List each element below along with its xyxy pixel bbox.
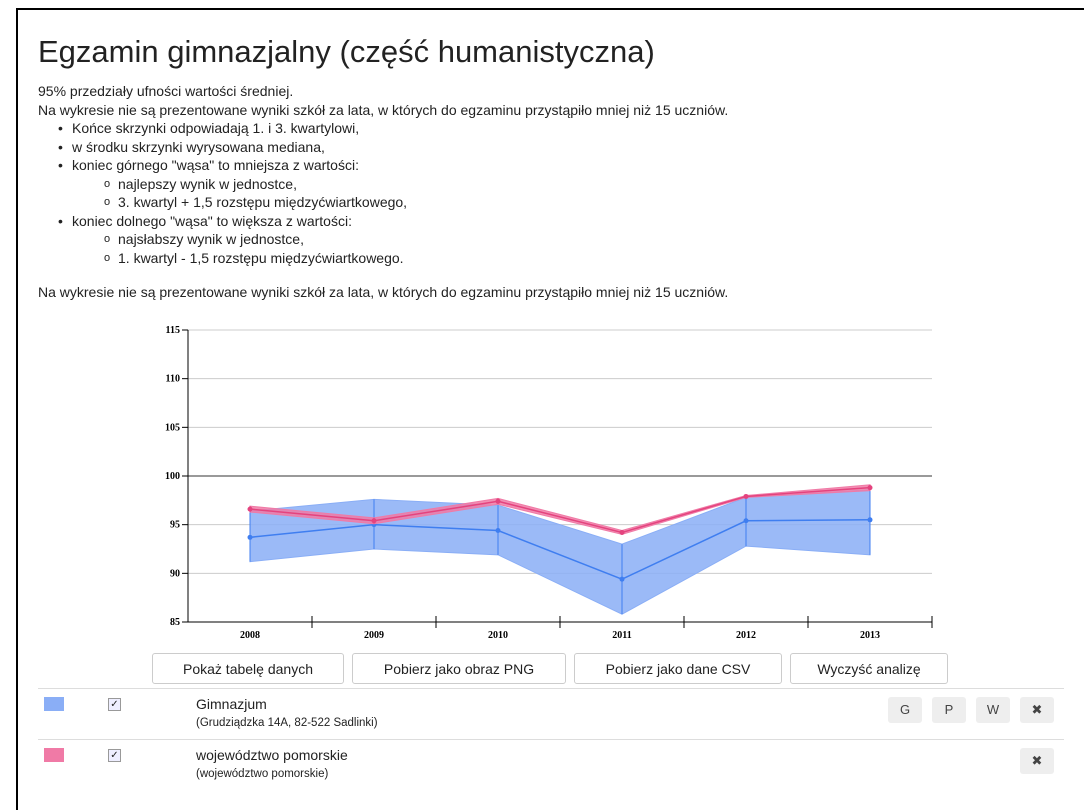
y-tick-label: 115 <box>166 325 180 336</box>
sub-bullet: o 3. kwartyl + 1,5 rozstępu międzyćwiartk… <box>104 194 408 210</box>
legend-swatch <box>44 748 64 762</box>
point <box>495 528 501 534</box>
bullet-circle: o <box>104 196 111 208</box>
x-tick-label: 2008 <box>240 630 260 641</box>
intro-line: Na wykresie nie są prezentowane wyniki s… <box>38 101 729 118</box>
y-tick-label: 105 <box>165 422 180 433</box>
bullet-circle: o <box>104 251 111 264</box>
y-tick-label: 95 <box>170 520 180 531</box>
y-tick-label: 110 <box>166 374 180 385</box>
x-tick-label: 2009 <box>364 630 384 641</box>
action-button[interactable]: Wyczyść analizę <box>790 653 948 684</box>
frame <box>16 8 1084 810</box>
row-separator <box>38 739 1064 740</box>
sub-bullet: o najsłabszy wynik w jednostce, <box>104 231 304 247</box>
series-detail: (Grudziądzka 14A, 82-522 Sadlinki) <box>196 717 378 729</box>
page-title: Egzamin gimnazjalny (część humanistyczna… <box>38 34 655 69</box>
checkbox[interactable]: ✓ <box>108 749 121 762</box>
point <box>619 529 625 535</box>
y-tick-label: 100 <box>165 471 180 482</box>
action-button[interactable]: Pobierz jako obraz PNG <box>352 653 566 684</box>
action-button[interactable]: Pokaż tabelę danych <box>152 653 344 684</box>
page: Egzamin gimnazjalny (część humanistyczna… <box>16 8 1084 810</box>
legend-swatch <box>44 697 64 711</box>
sub-bullet: o 1. kwartyl - 1,5 rozstępu międzyćwiartk… <box>104 249 404 266</box>
bullet-dot: • <box>58 212 63 229</box>
bullet-dot: • <box>58 120 63 136</box>
x-tick-label: 2012 <box>736 630 756 641</box>
intro-line: 95% przedziały ufności wartości średniej… <box>38 83 294 99</box>
bullet-circle: o <box>104 233 111 245</box>
checkbox[interactable]: ✓ <box>108 698 121 711</box>
description: 95% przedziały ufności wartości średniej… <box>38 82 728 267</box>
row-action[interactable]: G <box>888 697 922 723</box>
median-line <box>249 486 871 534</box>
y-tick-label: 85 <box>170 617 180 628</box>
point <box>867 485 873 491</box>
bullet: • w środku skrzynki wyrysowana mediana, <box>58 138 325 155</box>
point <box>743 518 749 524</box>
action-button[interactable]: Pobierz jako dane CSV <box>574 653 782 684</box>
row-action[interactable]: ✖ <box>1020 748 1054 774</box>
row-action[interactable]: W <box>976 697 1010 723</box>
point <box>743 493 749 499</box>
series-name: Gimnazjum <box>196 696 267 712</box>
bullet-dot: • <box>58 157 63 173</box>
x-tick-label: 2011 <box>612 630 631 641</box>
row-action[interactable]: ✖ <box>1020 697 1054 723</box>
bullet-circle: o <box>104 177 111 190</box>
x-tick-label: 2013 <box>860 630 880 641</box>
chart-panel <box>138 302 962 645</box>
point <box>247 506 253 512</box>
bullet-dot: • <box>58 138 63 155</box>
bullet: • koniec górnego "wąsa" to mniejsza z war… <box>58 157 359 173</box>
note: Na wykresie nie są prezentowane wyniki s… <box>38 284 729 300</box>
series-detail: (województwo pomorskie) <box>196 768 329 780</box>
y-tick-label: 90 <box>170 568 180 579</box>
series-name: województwo pomorskie <box>196 747 348 763</box>
row-action[interactable]: P <box>932 697 966 723</box>
sub-bullet: o najlepszy wynik w jednostce, <box>104 175 297 192</box>
point <box>247 534 253 540</box>
x-tick-label: 2010 <box>488 630 508 641</box>
point <box>867 517 873 523</box>
bullet: • koniec dolnego "wąsa" to większa z wart… <box>58 212 352 229</box>
bullet: • Końce skrzynki odpowiadają 1. i 3. kwar… <box>58 120 360 136</box>
median-line <box>249 519 871 580</box>
point <box>371 518 377 524</box>
point <box>495 498 501 504</box>
row-separator <box>38 688 1064 689</box>
confidence-band <box>249 489 871 615</box>
chart: 85 90 95 100 105 110 115 2008 2009 2010 2011 2012 20… <box>165 325 933 641</box>
point <box>619 576 625 582</box>
